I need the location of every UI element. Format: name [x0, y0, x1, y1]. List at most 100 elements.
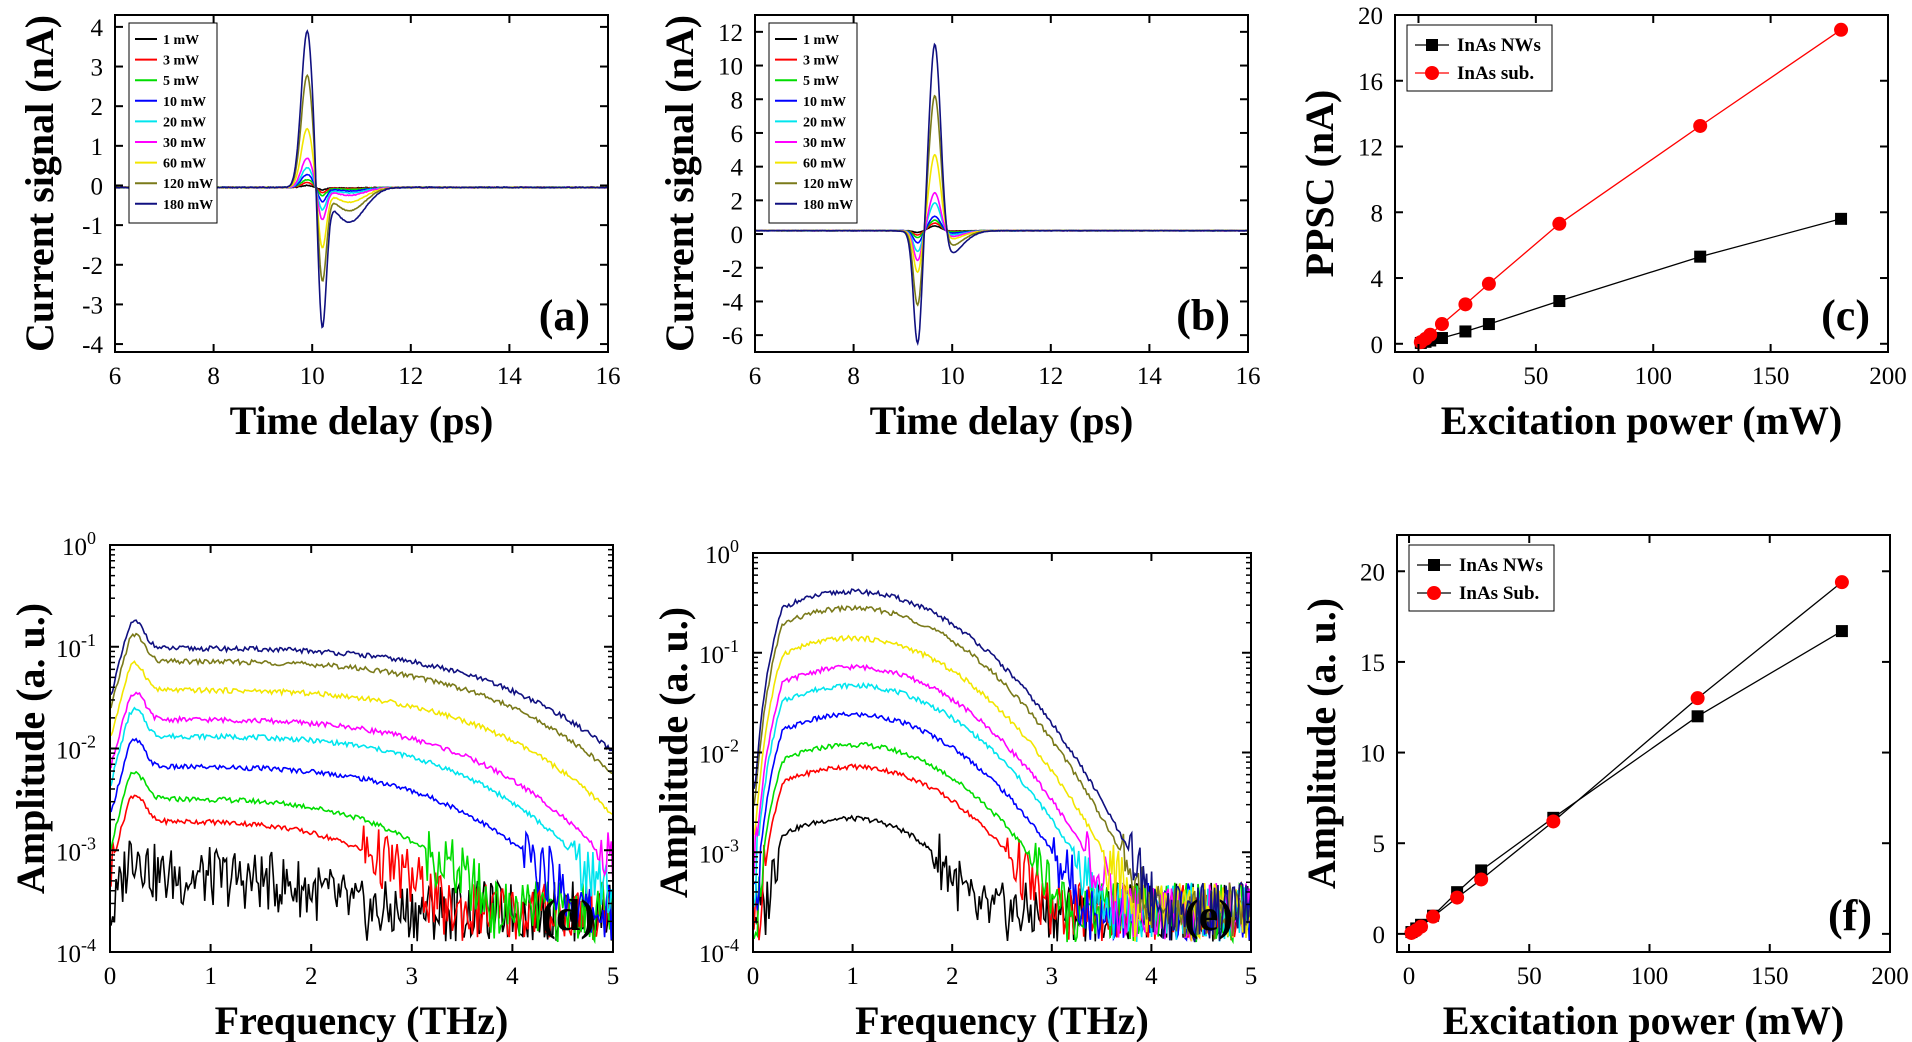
y-tick-label: 2 — [731, 188, 744, 215]
x-tick-label: 8 — [207, 363, 220, 390]
panel-label: (a) — [539, 291, 590, 340]
x-tick-label: 100 — [1634, 363, 1672, 390]
legend-entry: 3 mW — [803, 54, 839, 69]
y-tick-label: 10-1 — [699, 636, 739, 669]
data-point-circle — [1481, 276, 1496, 291]
data-point-circle — [1693, 118, 1708, 133]
legend-marker-circle — [1427, 586, 1441, 600]
legend-entry: 60 mW — [803, 157, 846, 172]
y-tick-label: -3 — [82, 292, 103, 319]
y-tick-label: -2 — [82, 253, 103, 280]
x-tick-label: 6 — [109, 363, 122, 390]
y-tick-label: 4 — [91, 15, 104, 42]
y-tick-label: -4 — [82, 332, 103, 359]
x-axis-title: Excitation power (mW) — [1443, 998, 1844, 1042]
x-tick-label: 4 — [1145, 963, 1158, 990]
legend: InAs NWs InAs sub. — [1406, 24, 1553, 92]
x-axis-title: Time delay (ps) — [870, 398, 1134, 443]
x-tick-label: 14 — [1137, 363, 1163, 390]
data-point-square — [1482, 318, 1495, 331]
x-tick-label: 12 — [1038, 363, 1063, 390]
series-line-180mW — [110, 619, 613, 752]
y-tick-label: -1 — [82, 213, 103, 240]
legend-entry: 120 mW — [803, 177, 853, 192]
y-tick-label: -2 — [722, 256, 743, 283]
x-tick-label: 5 — [1245, 963, 1258, 990]
y-tick-label: 4 — [1371, 266, 1384, 293]
series-line-10mW — [110, 737, 613, 940]
series-line-180mW — [753, 588, 1251, 943]
x-tick-label: 100 — [1631, 963, 1669, 990]
legend-entry: 3 mW — [163, 54, 199, 69]
plot-frame — [754, 14, 1249, 353]
y-tick-label: 12 — [1358, 135, 1383, 162]
data-point-square — [1553, 295, 1566, 308]
plot-area — [110, 619, 613, 945]
y-axis-title: Amplitude (a. u.) — [1299, 598, 1344, 889]
legend-entry: InAs NWs — [1459, 555, 1543, 576]
series-line-60mW — [110, 660, 613, 816]
y-axis-title: Amplitude (a. u.) — [8, 603, 53, 894]
y-tick-label: 10-3 — [56, 833, 96, 866]
legend-box — [1408, 544, 1555, 612]
legend-entry: 5 mW — [163, 74, 199, 89]
series-line-3mW — [755, 222, 1248, 236]
y-tick-label: 10-1 — [56, 630, 96, 663]
plot-frame — [114, 14, 609, 353]
panel-label: (c) — [1821, 291, 1870, 340]
legend-entry: 30 mW — [803, 136, 846, 151]
x-tick-label: 1 — [204, 963, 217, 990]
panel-e-chart: 0 1 2 3 4 5 100 10-1 10-2 10-3 10-4 Frequency (THz)… — [651, 536, 1257, 1042]
y-tick-label: 8 — [731, 87, 744, 114]
y-tick-label: 15 — [1360, 650, 1385, 677]
y-axis-title: Current signal (nA) — [657, 15, 702, 352]
data-point-circle — [1834, 22, 1849, 37]
plot-area: 1 mW 3 mW 5 mW 10 mW 20 mW 30 mW 60 mW 120 mW 18… — [115, 22, 608, 329]
y-tick-label: 10-2 — [56, 732, 96, 765]
x-axis-title: Excitation power (mW) — [1441, 398, 1842, 443]
legend-entry: InAs NWs — [1457, 35, 1541, 56]
plot-area: InAs NWs InAs Sub. — [1404, 544, 1849, 940]
y-tick-label: 10-2 — [699, 736, 739, 769]
legend-entry: InAs sub. — [1457, 63, 1534, 84]
x-tick-label: 10 — [940, 363, 965, 390]
data-point-circle — [1474, 872, 1489, 887]
data-point-square — [1691, 710, 1704, 723]
x-tick-label: 0 — [1412, 363, 1425, 390]
panel-label: (f) — [1828, 891, 1872, 940]
y-tick-label: 6 — [731, 121, 744, 148]
legend-entry: 10 mW — [163, 95, 206, 110]
x-tick-label: 0 — [1403, 963, 1416, 990]
plot-area: InAs NWs InAs sub. — [1406, 22, 1849, 350]
y-axis-title: Amplitude (a. u.) — [651, 607, 696, 898]
legend-marker-square — [1426, 39, 1438, 51]
y-tick-label: 10-3 — [699, 835, 739, 868]
legend-marker-square — [1428, 559, 1440, 571]
x-tick-label: 10 — [300, 363, 325, 390]
data-point-circle — [1423, 327, 1438, 342]
legend-entry: 20 mW — [803, 115, 846, 130]
panel-f-chart: InAs NWs InAs Sub. 0 50 100 150 200 0 5 10 15 20 Exc… — [1299, 534, 1909, 1042]
series-line-120mW — [753, 604, 1251, 940]
data-point-circle — [1458, 297, 1473, 312]
data-point-square — [1694, 250, 1707, 263]
y-axis-title: PPSC (nA) — [1297, 90, 1342, 278]
x-tick-label: 12 — [398, 363, 423, 390]
data-point-circle — [1552, 216, 1567, 231]
legend-entry: 5 mW — [803, 74, 839, 89]
legend-box — [1406, 24, 1553, 92]
data-point-circle — [1414, 919, 1429, 934]
series-line-5mW — [110, 770, 613, 945]
x-tick-label: 5 — [607, 963, 620, 990]
x-tick-label: 8 — [847, 363, 860, 390]
y-tick-label: 12 — [718, 20, 743, 47]
x-tick-label: 200 — [1869, 363, 1907, 390]
x-tick-label: 3 — [1046, 963, 1059, 990]
x-tick-label: 0 — [747, 963, 760, 990]
y-tick-label: 8 — [1371, 200, 1384, 227]
y-tick-label: 10-4 — [699, 935, 739, 968]
panel-label: (b) — [1176, 291, 1230, 340]
plot-frame — [1394, 14, 1889, 353]
